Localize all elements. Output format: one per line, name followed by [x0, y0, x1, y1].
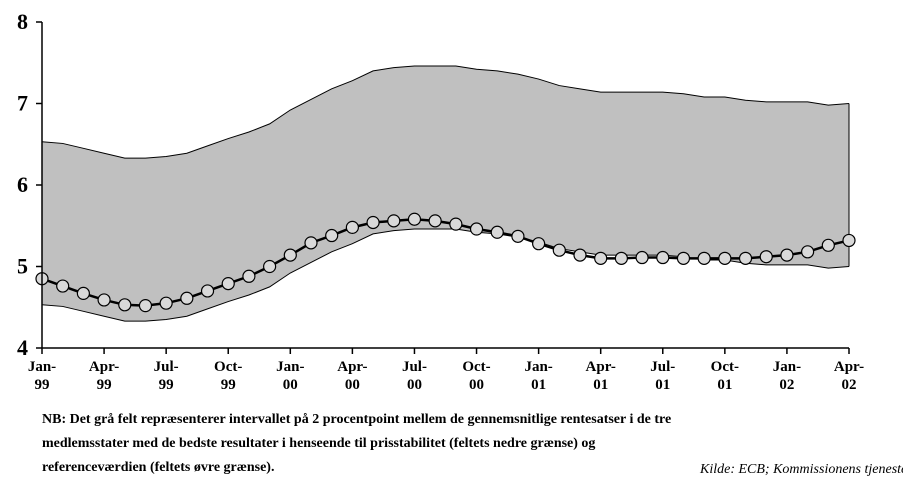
- x-tick-label: Jul- 01: [650, 359, 676, 393]
- x-tick-label: Jan- 99: [27, 359, 57, 393]
- x-tick-label: Oct- 00: [462, 359, 491, 393]
- marker: [697, 251, 711, 265]
- marker: [180, 291, 194, 305]
- marker: [614, 251, 628, 265]
- marker: [449, 217, 463, 231]
- marker: [97, 293, 111, 307]
- x-tick-label: Jan- 01: [524, 359, 553, 393]
- x-tick-label: Jan- 00: [276, 359, 305, 393]
- marker: [221, 277, 235, 291]
- x-tick-label: Apr- 99: [88, 359, 120, 393]
- marker: [345, 220, 359, 234]
- marker: [56, 279, 70, 293]
- marker: [842, 233, 856, 248]
- marker: [532, 237, 546, 251]
- marker: [490, 225, 504, 239]
- marker: [325, 228, 339, 243]
- marker: [242, 269, 256, 283]
- source: Kilde: ECB; Kommissionens tjenestegre: [700, 462, 903, 477]
- marker: [759, 250, 773, 264]
- x-tick-label: Jul- 00: [401, 359, 427, 393]
- y-tick-label: 6: [17, 172, 28, 197]
- marker: [304, 236, 318, 250]
- marker: [283, 248, 297, 262]
- marker: [738, 251, 753, 265]
- line: [41, 217, 850, 307]
- marker: [718, 251, 732, 265]
- marker: [821, 238, 835, 252]
- marker: [138, 299, 153, 313]
- band-edge: [41, 65, 850, 159]
- y-tick-label: 4: [17, 335, 28, 360]
- x-tick-label: Oct- 99: [214, 359, 243, 393]
- x-tick-label: Apr- 02: [833, 359, 865, 393]
- marker: [118, 298, 132, 312]
- marker: [407, 212, 422, 226]
- x-tick-label: Oct- 01: [710, 359, 739, 393]
- marker: [263, 259, 277, 274]
- marker: [428, 214, 442, 228]
- marker: [594, 251, 608, 265]
- marker: [366, 215, 380, 230]
- x-tick-label: Jul- 99: [153, 359, 179, 393]
- marker: [200, 284, 215, 298]
- chart: 4 5 6 7 8: [17, 9, 856, 360]
- marker: [801, 245, 815, 259]
- footnote: NB: Det grå felt repræsenterer intervall…: [42, 412, 672, 475]
- marker: [780, 248, 794, 262]
- x-tick-label: Jan- 02: [772, 359, 802, 393]
- marker: [635, 250, 649, 265]
- y-tick-label: 8: [17, 9, 28, 34]
- band-edge: [41, 228, 850, 322]
- marker: [469, 222, 484, 236]
- band-fill: [42, 66, 849, 322]
- marker: [387, 214, 401, 228]
- marker: [552, 243, 566, 257]
- marker: [656, 250, 670, 265]
- marker: [511, 229, 525, 243]
- y-tick-label: 7: [17, 91, 28, 116]
- marker: [676, 251, 691, 265]
- marker: [159, 296, 173, 310]
- x-tick-label: Apr- 01: [585, 359, 616, 393]
- y-tick-label: 5: [17, 254, 28, 279]
- x-tick-label: Apr- 00: [337, 359, 368, 393]
- marker: [573, 248, 587, 262]
- marker: [76, 286, 90, 300]
